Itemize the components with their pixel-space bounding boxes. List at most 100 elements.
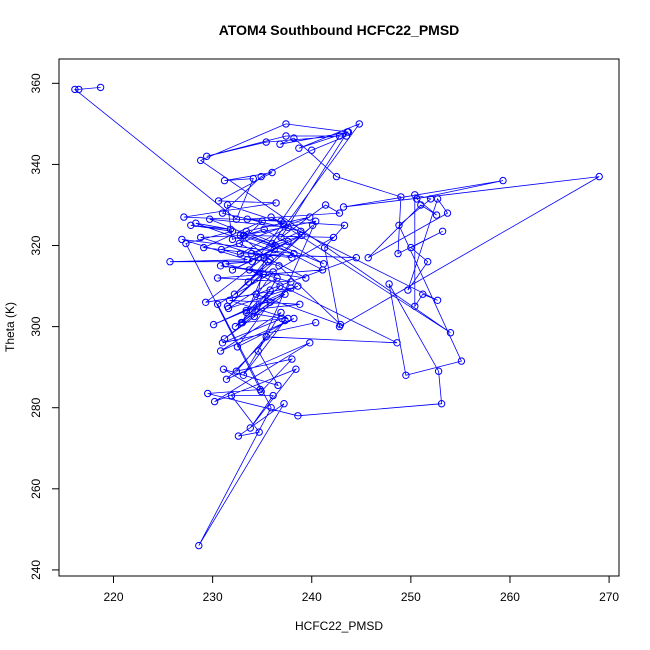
data-point bbox=[236, 249, 245, 258]
data-point bbox=[242, 306, 251, 315]
data-point bbox=[404, 286, 412, 294]
y-tick-label: 260 bbox=[29, 478, 43, 498]
data-point bbox=[187, 221, 195, 230]
data-point bbox=[424, 258, 432, 266]
data-point bbox=[335, 132, 344, 140]
data-point bbox=[278, 314, 286, 323]
data-point bbox=[290, 314, 298, 323]
data-point bbox=[352, 254, 360, 262]
data-point bbox=[595, 172, 603, 181]
x-tick-label: 250 bbox=[401, 590, 421, 604]
data-point bbox=[214, 197, 223, 205]
data-point bbox=[192, 219, 200, 227]
data-point bbox=[290, 134, 298, 142]
data-point bbox=[419, 290, 427, 298]
data-point bbox=[264, 258, 272, 266]
data-point bbox=[413, 195, 421, 203]
data-point bbox=[335, 322, 344, 331]
data-point bbox=[262, 138, 270, 146]
data-point bbox=[202, 298, 210, 306]
data-point bbox=[402, 371, 410, 379]
data-point bbox=[433, 296, 442, 304]
data-point bbox=[255, 428, 263, 436]
data-point bbox=[277, 233, 285, 242]
series-line bbox=[73, 87, 600, 546]
data-point bbox=[394, 249, 402, 258]
data-point bbox=[237, 318, 246, 327]
data-point bbox=[247, 249, 256, 258]
data-point bbox=[397, 193, 405, 201]
data-point bbox=[282, 120, 290, 128]
data-point bbox=[272, 199, 280, 207]
data-point bbox=[232, 215, 241, 223]
data-point bbox=[232, 367, 241, 375]
data-point bbox=[284, 223, 292, 232]
data-point bbox=[284, 237, 292, 246]
data-point bbox=[246, 424, 255, 432]
data-point bbox=[231, 322, 240, 331]
data-point bbox=[274, 381, 282, 390]
y-tick-label: 240 bbox=[29, 560, 43, 580]
data-point bbox=[266, 286, 274, 294]
data-point bbox=[218, 339, 227, 347]
data-point bbox=[254, 347, 262, 355]
data-point bbox=[182, 239, 190, 248]
data-point bbox=[312, 318, 320, 327]
data-point bbox=[228, 227, 237, 236]
data-point bbox=[71, 85, 79, 94]
x-tick-label: 270 bbox=[599, 590, 619, 604]
data-point bbox=[180, 213, 188, 221]
data-point bbox=[197, 156, 205, 165]
data-point bbox=[437, 400, 446, 408]
data-point bbox=[225, 296, 234, 304]
y-tick-label: 340 bbox=[29, 154, 43, 174]
data-point bbox=[260, 225, 268, 234]
x-tick-label: 220 bbox=[103, 590, 123, 604]
data-point bbox=[239, 371, 248, 379]
data-point bbox=[216, 347, 225, 355]
x-tick-label: 230 bbox=[203, 590, 223, 604]
data-point bbox=[200, 243, 208, 252]
data-point bbox=[223, 201, 232, 209]
data-point bbox=[262, 333, 270, 341]
x-tick-label: 240 bbox=[302, 590, 322, 604]
data-point bbox=[275, 262, 283, 270]
data-point bbox=[407, 243, 415, 252]
data-point bbox=[217, 245, 226, 254]
data-point bbox=[335, 209, 344, 217]
data-point bbox=[279, 219, 287, 227]
data-point bbox=[243, 215, 252, 223]
data-point bbox=[75, 85, 83, 94]
data-point bbox=[411, 302, 419, 310]
data-point bbox=[294, 412, 302, 420]
data-point bbox=[268, 168, 276, 177]
data-point bbox=[234, 432, 243, 440]
data-point bbox=[288, 355, 296, 363]
data-point bbox=[266, 256, 274, 264]
data-point bbox=[385, 280, 393, 288]
data-point bbox=[213, 274, 222, 282]
data-point bbox=[277, 217, 285, 225]
data-point bbox=[203, 152, 211, 161]
data-point bbox=[364, 254, 372, 262]
y-axis-label: Theta (K) bbox=[3, 302, 17, 352]
data-point bbox=[219, 365, 228, 373]
y-tick-label: 360 bbox=[29, 73, 43, 93]
data-point bbox=[312, 217, 320, 225]
data-point bbox=[276, 282, 284, 290]
data-point bbox=[339, 203, 348, 211]
data-point bbox=[411, 191, 419, 199]
data-point bbox=[296, 300, 304, 308]
data-point bbox=[427, 195, 435, 203]
data-point bbox=[297, 227, 305, 236]
data-point bbox=[355, 120, 363, 128]
data-point bbox=[290, 249, 298, 258]
data-point bbox=[252, 290, 260, 298]
data-point bbox=[417, 201, 425, 209]
y-axis: 240 260 280 300 320 340 360 bbox=[29, 73, 60, 580]
y-tick-label: 320 bbox=[29, 235, 43, 255]
data-point bbox=[292, 365, 300, 373]
data-point bbox=[227, 391, 236, 400]
data-point bbox=[318, 266, 327, 274]
